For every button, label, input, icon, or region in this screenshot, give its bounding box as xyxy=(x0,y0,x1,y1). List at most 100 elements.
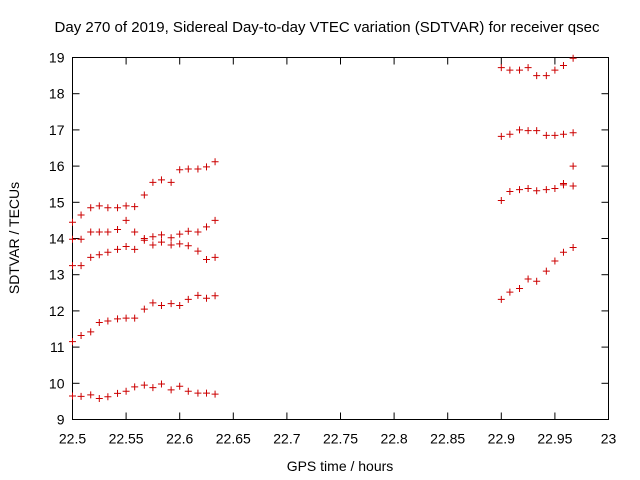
data-point xyxy=(104,393,112,401)
data-point xyxy=(104,204,112,212)
data-point xyxy=(506,66,514,74)
x-tick-label: 22.6 xyxy=(166,431,193,447)
data-point xyxy=(506,288,514,296)
series-1 xyxy=(69,380,219,403)
y-tick-label: 19 xyxy=(49,50,65,66)
data-point xyxy=(157,231,165,239)
data-point xyxy=(157,380,165,388)
data-point xyxy=(211,216,219,224)
data-point xyxy=(114,225,122,233)
data-point xyxy=(551,66,559,74)
data-point xyxy=(524,275,532,283)
x-tick-label: 22.5 xyxy=(59,431,86,447)
data-point xyxy=(203,389,210,397)
y-tick-label: 11 xyxy=(50,339,65,355)
data-point xyxy=(184,387,192,395)
data-point xyxy=(157,301,165,309)
data-point xyxy=(516,126,524,134)
data-point xyxy=(167,386,175,394)
y-tick-label: 9 xyxy=(57,412,65,428)
data-point xyxy=(211,390,219,398)
data-point xyxy=(524,127,532,135)
data-point xyxy=(211,158,219,166)
data-point xyxy=(131,228,139,236)
data-point xyxy=(87,228,95,236)
y-tick-label: 18 xyxy=(49,86,65,102)
y-tick-label: 12 xyxy=(49,303,65,319)
series-4 xyxy=(69,216,219,243)
data-point xyxy=(184,295,192,303)
series-6 xyxy=(497,126,577,187)
data-point xyxy=(203,163,210,171)
y-tick-label: 17 xyxy=(49,122,65,138)
data-point xyxy=(516,186,524,194)
data-point xyxy=(69,392,76,400)
data-point xyxy=(114,389,122,397)
data-point xyxy=(524,185,532,193)
data-point xyxy=(149,233,157,241)
data-point xyxy=(87,253,95,261)
data-point xyxy=(516,66,524,74)
data-point xyxy=(122,314,130,322)
data-point xyxy=(69,262,76,270)
x-axis-ticks: 22.5 22.55 22.6 22.65 22.7 22.75 22.8 22.85 22.9… xyxy=(59,57,617,447)
data-point xyxy=(194,291,202,299)
y-tick-label: 10 xyxy=(49,375,65,391)
x-tick-label: 22.95 xyxy=(537,431,572,447)
data-point xyxy=(176,301,184,309)
data-point xyxy=(559,248,567,256)
data-point xyxy=(497,295,505,303)
data-point xyxy=(542,131,550,139)
data-point xyxy=(506,130,514,138)
data-point xyxy=(542,267,550,275)
data-point xyxy=(569,244,577,252)
x-tick-label: 22.65 xyxy=(216,431,251,447)
data-point xyxy=(157,238,165,246)
data-point xyxy=(194,165,202,173)
y-axis-label: SDTVAR / TECUs xyxy=(6,182,22,294)
data-point xyxy=(194,247,202,255)
x-tick-label: 23 xyxy=(601,431,617,447)
data-point xyxy=(533,72,541,80)
data-point xyxy=(176,382,184,390)
data-point xyxy=(203,223,210,231)
data-point xyxy=(77,392,85,400)
data-point xyxy=(167,178,175,186)
data-point xyxy=(176,240,184,248)
data-points xyxy=(69,54,577,403)
y-axis-ticks: 9 10 11 12 13 14 15 16 17 18 19 xyxy=(49,50,609,428)
data-point xyxy=(167,241,175,249)
data-point xyxy=(104,317,112,325)
series-3 xyxy=(69,236,219,270)
data-point xyxy=(533,187,541,195)
data-point xyxy=(533,277,541,285)
data-point xyxy=(114,245,122,253)
data-point xyxy=(131,203,139,211)
data-point xyxy=(122,387,130,395)
data-point xyxy=(104,248,112,256)
data-point xyxy=(542,186,550,194)
data-point xyxy=(122,202,130,210)
data-point xyxy=(559,179,567,187)
data-point xyxy=(184,242,192,250)
data-point xyxy=(203,294,210,302)
data-point xyxy=(551,185,559,193)
data-point xyxy=(69,235,76,243)
series-5 xyxy=(69,158,577,226)
y-tick-label: 14 xyxy=(49,231,65,247)
data-point xyxy=(176,230,184,238)
x-tick-label: 22.75 xyxy=(323,431,358,447)
data-point xyxy=(194,228,202,236)
data-point xyxy=(157,176,165,184)
data-point xyxy=(542,72,550,80)
data-point xyxy=(559,130,567,138)
data-point xyxy=(211,292,219,300)
data-point xyxy=(167,300,175,308)
y-tick-label: 13 xyxy=(49,267,65,283)
data-point xyxy=(149,299,157,307)
data-point xyxy=(551,131,559,139)
x-tick-label: 22.55 xyxy=(109,431,144,447)
data-point xyxy=(497,132,505,140)
data-point xyxy=(131,245,139,253)
